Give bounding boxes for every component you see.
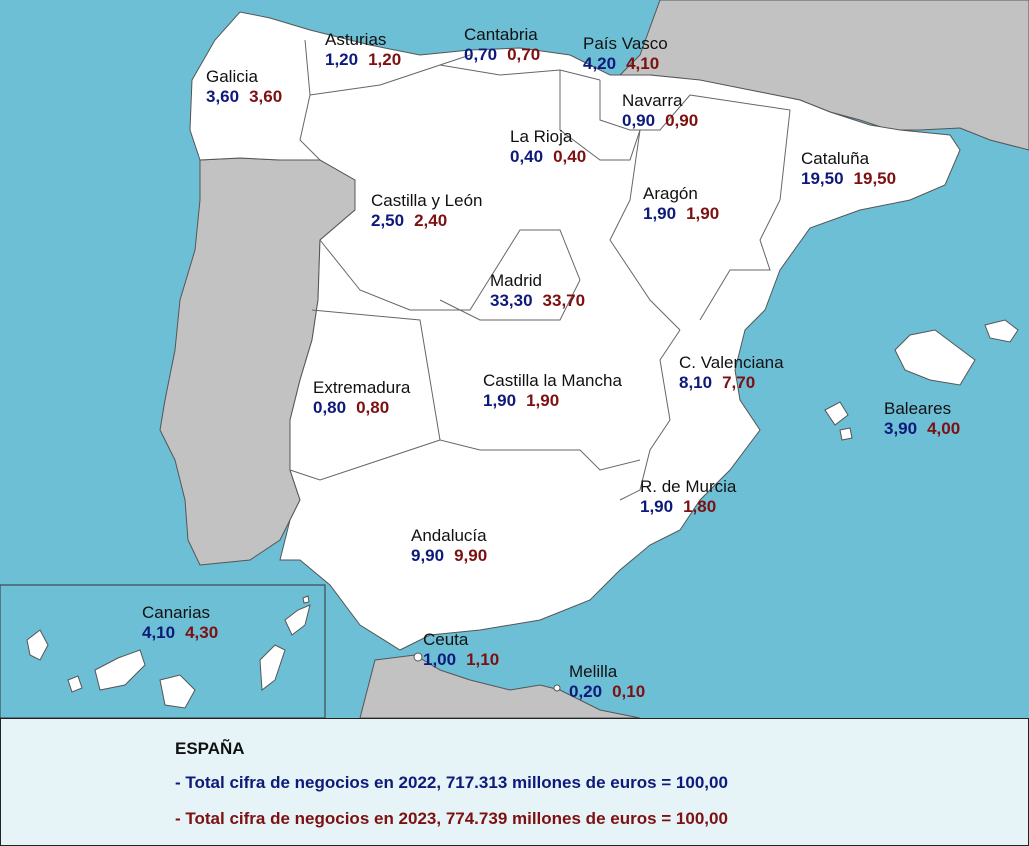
region-cataluna: Cataluña 19,50 19,50 (801, 149, 896, 190)
spain-map (0, 0, 1029, 718)
value-2023: 3,60 (249, 87, 283, 106)
region-ceuta: Ceuta 1,00 1,10 (423, 630, 499, 671)
region-name: Aragón (643, 184, 698, 203)
value-2023: 9,90 (454, 546, 488, 565)
region-name: Navarra (622, 91, 683, 110)
region-name: Extremadura (313, 378, 411, 397)
value-2023: 4,00 (927, 419, 961, 438)
value-2023: 4,10 (626, 54, 660, 73)
region-name: País Vasco (583, 34, 668, 53)
region-extremadura: Extremadura 0,80 0,80 (313, 378, 410, 419)
baleares-islands (824, 319, 1019, 441)
value-2022: 2,50 (371, 211, 405, 230)
region-name: La Rioja (510, 127, 573, 146)
region-navarra: Navarra 0,90 0,90 (622, 91, 698, 132)
value-2022: 33,30 (490, 291, 533, 310)
value-2022: 1,00 (423, 650, 457, 669)
morocco-land (359, 654, 641, 718)
region-name: R. de Murcia (640, 477, 737, 496)
value-2022: 8,10 (679, 373, 713, 392)
value-2023: 0,40 (553, 147, 587, 166)
value-2022: 0,20 (569, 682, 603, 701)
region-pais-vasco: País Vasco 4,20 4,10 (583, 34, 668, 75)
region-murcia: R. de Murcia 1,90 1,80 (640, 477, 736, 518)
value-2023: 1,20 (368, 50, 402, 69)
value-2023: 19,50 (853, 169, 897, 188)
value-2022: 3,60 (206, 87, 240, 106)
value-2022: 9,90 (411, 546, 445, 565)
value-2023: 0,10 (612, 682, 646, 701)
value-2022: 0,90 (622, 111, 656, 130)
value-2023: 1,90 (686, 204, 720, 223)
melilla-land (553, 684, 561, 692)
value-2023: 0,90 (665, 111, 699, 130)
value-2022: 1,90 (643, 204, 677, 223)
region-galicia: Galicia 3,60 3,60 (206, 67, 282, 108)
canarias-inset (0, 584, 326, 718)
value-2023: 7,70 (722, 373, 756, 392)
legend-title: ESPAÑA (175, 739, 245, 758)
region-name: C. Valenciana (679, 353, 784, 372)
legend-box: ESPAÑA - Total cifra de negocios en 2022… (0, 718, 1029, 846)
value-2022: 0,40 (510, 147, 544, 166)
region-name: Cantabria (464, 25, 538, 44)
region-castilla-la-mancha: Castilla la Mancha 1,90 1,90 (483, 371, 622, 412)
region-madrid: Madrid 33,30 33,70 (490, 271, 585, 312)
region-name: Asturias (325, 30, 387, 49)
value-2022: 0,80 (313, 398, 347, 417)
region-asturias: Asturias 1,20 1,20 (325, 30, 401, 71)
region-borders (289, 39, 791, 501)
value-2022: 0,70 (464, 45, 498, 64)
legend-line-2022: - Total cifra de negocios en 2022, 717.3… (175, 773, 728, 792)
region-castilla-leon: Castilla y León 2,50 2,40 (371, 191, 483, 232)
region-cantabria: Cantabria 0,70 0,70 (464, 25, 540, 66)
value-2023: 1,10 (466, 650, 500, 669)
value-2022: 1,90 (640, 497, 674, 516)
region-name: Ceuta (423, 630, 469, 649)
value-2023: 33,70 (542, 291, 586, 310)
value-2023: 1,80 (683, 497, 717, 516)
region-name: Castilla y León (371, 191, 483, 210)
region-baleares: Baleares 3,90 4,00 (884, 399, 960, 440)
value-2022: 19,50 (801, 169, 844, 188)
legend-line-2023: - Total cifra de negocios en 2023, 774.7… (175, 809, 728, 828)
region-name: Baleares (884, 399, 952, 418)
region-name: Andalucía (411, 526, 487, 545)
region-melilla: Melilla 0,20 0,10 (569, 662, 645, 703)
value-2023: 0,80 (356, 398, 390, 417)
region-canarias: Canarias 4,10 4,30 (142, 603, 218, 644)
region-name: Canarias (142, 603, 211, 622)
region-name: Melilla (569, 662, 618, 681)
spain-mainland (189, 11, 961, 651)
region-name: Cataluña (801, 149, 870, 168)
value-2022: 4,20 (583, 54, 617, 73)
value-2022: 1,90 (483, 391, 517, 410)
value-2022: 3,90 (884, 419, 918, 438)
value-2022: 1,20 (325, 50, 359, 69)
region-aragon: Aragón 1,90 1,90 (643, 184, 719, 225)
value-2023: 0,70 (507, 45, 541, 64)
ceuta-land (413, 652, 423, 662)
region-name: Castilla la Mancha (483, 371, 622, 390)
region-andalucia: Andalucía 9,90 9,90 (411, 526, 487, 567)
region-name: Galicia (206, 67, 258, 86)
region-la-rioja: La Rioja 0,40 0,40 (510, 127, 586, 168)
value-2022: 4,10 (142, 623, 176, 642)
region-name: Madrid (490, 271, 542, 290)
value-2023: 2,40 (414, 211, 448, 230)
value-2023: 1,90 (526, 391, 560, 410)
value-2023: 4,30 (185, 623, 219, 642)
region-c-valenciana: C. Valenciana 8,10 7,70 (679, 353, 784, 394)
